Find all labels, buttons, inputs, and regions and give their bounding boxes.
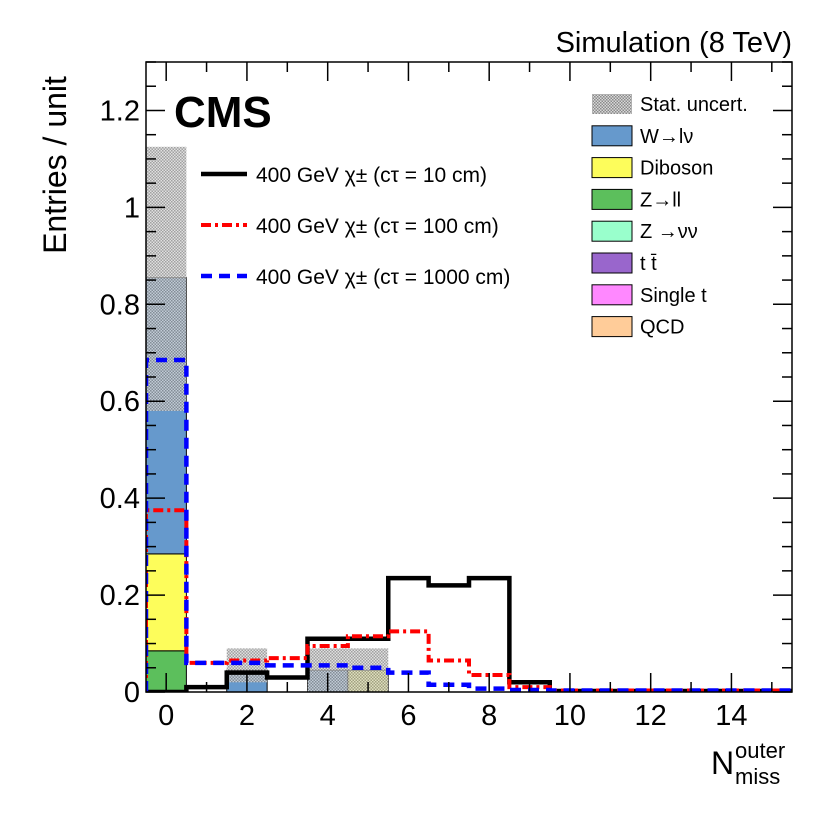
legend-swatch bbox=[591, 284, 633, 306]
x-tick-label: 10 bbox=[554, 700, 586, 732]
y-tick-label: 1 bbox=[124, 192, 140, 224]
legend-label: W→lν bbox=[640, 126, 693, 148]
legend-label: QCD bbox=[640, 317, 684, 339]
x-tick-label: 2 bbox=[239, 700, 255, 732]
y-tick-label: 0.6 bbox=[100, 386, 140, 418]
x-tick-label: 0 bbox=[158, 700, 174, 732]
x-axis-title: N outer miss bbox=[711, 738, 785, 789]
signal-legend: 400 GeV χ± (cτ = 10 cm) 400 GeV χ± (cτ = … bbox=[201, 164, 510, 289]
header-text: Simulation (8 TeV) bbox=[556, 27, 792, 59]
signal-dashed-line bbox=[146, 357, 792, 692]
legend-swatch bbox=[591, 125, 633, 147]
legend-swatch bbox=[591, 252, 633, 274]
x-tick-label: 6 bbox=[400, 700, 416, 732]
legend-label: Stat. uncert. bbox=[640, 94, 748, 116]
x-tick-label: 8 bbox=[481, 700, 497, 732]
legend-label: Z→ll bbox=[640, 189, 681, 211]
y-axis-title: Entries / unit bbox=[37, 76, 73, 254]
y-tick-label: 1.2 bbox=[100, 95, 140, 127]
legend-swatch bbox=[591, 188, 633, 210]
y-tick-label: 0.4 bbox=[100, 483, 140, 515]
x-axis-title-sup: outer bbox=[735, 738, 785, 763]
x-axis-title-main: N bbox=[711, 745, 734, 781]
legend-swatch bbox=[592, 94, 632, 114]
legend-label: Diboson bbox=[640, 158, 713, 180]
plot-area: 0 2 4 6 8 10 12 14 0 0.2 0.4 0.6 0.8 1 1.2 bbox=[100, 61, 793, 732]
x-tick-label: 14 bbox=[715, 700, 747, 732]
legend-signal-label: 400 GeV χ± (cτ = 1000 cm) bbox=[256, 266, 510, 289]
legend-swatch bbox=[591, 157, 633, 179]
legend-signal-label: 400 GeV χ± (cτ = 100 cm) bbox=[256, 215, 499, 238]
legend-label: Z →νν bbox=[640, 221, 698, 243]
legend-swatch bbox=[591, 316, 633, 338]
x-tick-label: 12 bbox=[635, 700, 667, 732]
plot-frame bbox=[145, 61, 793, 693]
legend-label: Single t bbox=[640, 285, 707, 307]
y-tick-label: 0 bbox=[124, 677, 140, 709]
x-tick-label: 4 bbox=[320, 700, 336, 732]
legend-signal-label: 400 GeV χ± (cτ = 10 cm) bbox=[256, 164, 487, 187]
cms-label: CMS bbox=[174, 88, 272, 137]
x-axis-title-sub: miss bbox=[735, 764, 780, 789]
legend-swatch bbox=[591, 220, 633, 242]
stat-uncert-bin-0 bbox=[146, 146, 187, 411]
background-legend: Stat. uncert. W→lν Diboson Z→ll Z →νν t t̄ Sin… bbox=[591, 94, 748, 339]
legend-label: t t̄ bbox=[640, 253, 657, 275]
y-tick-label: 0.8 bbox=[100, 289, 140, 321]
bar-diboson-bin-0 bbox=[146, 553, 187, 652]
y-tick-label: 0.2 bbox=[100, 580, 140, 612]
